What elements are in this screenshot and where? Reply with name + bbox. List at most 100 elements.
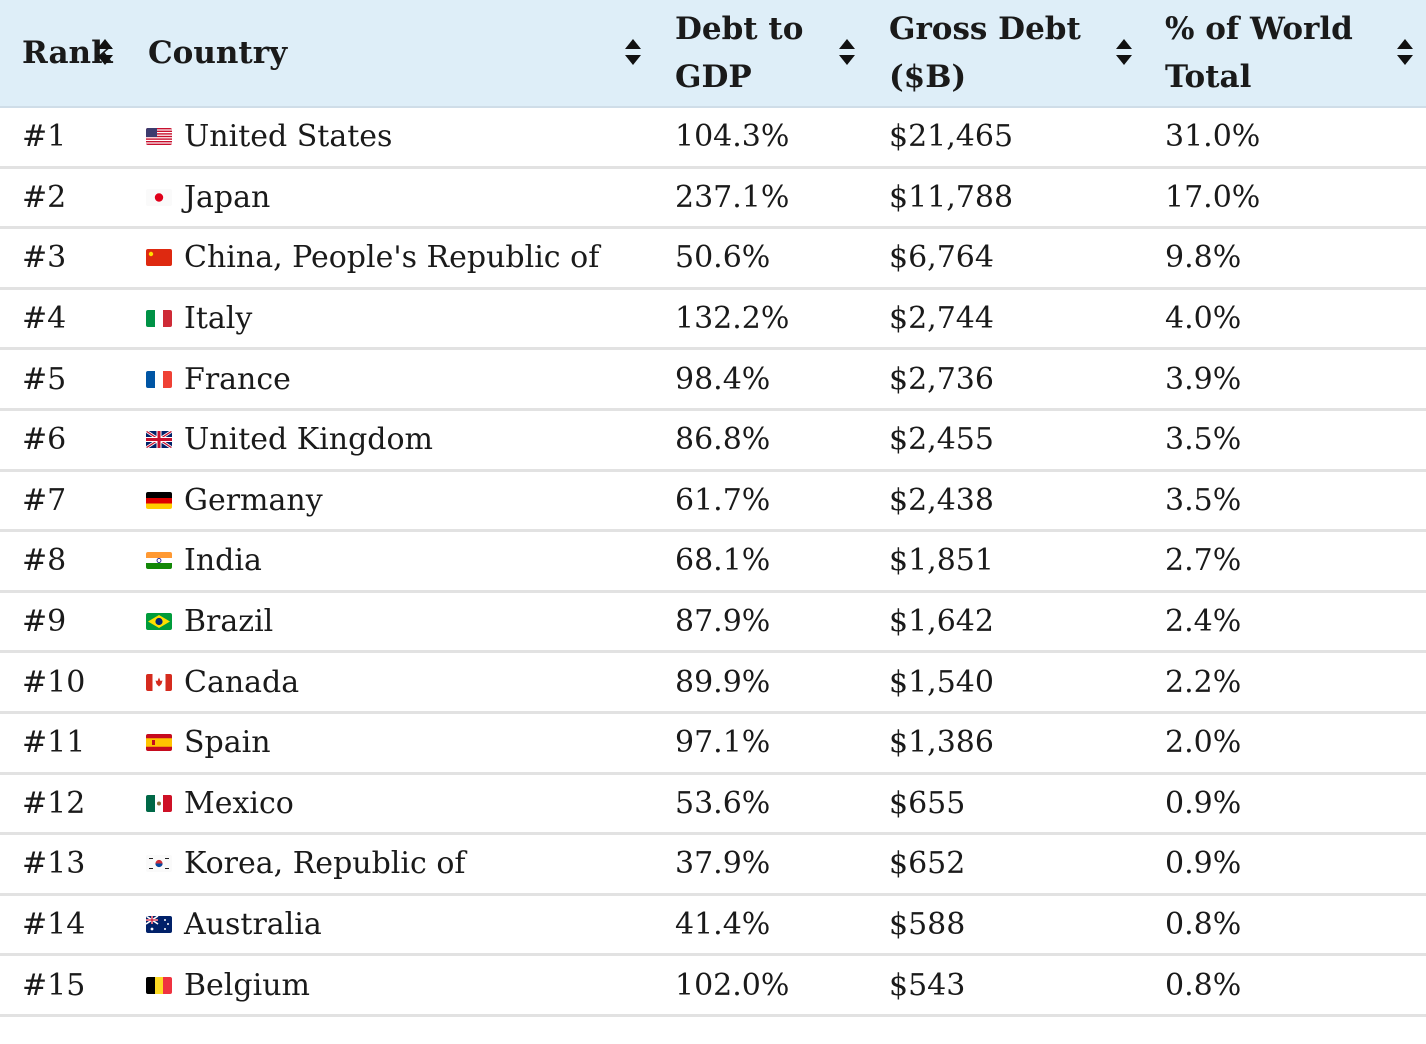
sort-icon[interactable] xyxy=(838,37,856,67)
country-cell[interactable]: Japan xyxy=(146,169,270,227)
gross-debt-cell: $1,851 xyxy=(889,543,994,579)
header-world-total-line1: % of World xyxy=(1165,11,1353,47)
world-total-cell: 3.5% xyxy=(1165,422,1242,458)
table-row: #5 France 98.4% $2,736 3.9% xyxy=(0,350,1426,411)
gross-debt-cell: $1,642 xyxy=(889,604,994,640)
sort-icon[interactable] xyxy=(1396,37,1414,67)
rank-cell: #10 xyxy=(22,664,86,700)
table-row: #8 India 68.1% $1,851 2.7% xyxy=(0,532,1426,593)
table-row: #12 Mexico 53.6% $655 0.9% xyxy=(0,775,1426,836)
country-cell[interactable]: Belgium xyxy=(146,956,310,1014)
in-flag-icon xyxy=(146,552,172,570)
table-row: #2 Japan 237.1% $11,788 17.0% xyxy=(0,169,1426,230)
table-row: #9 Brazil 87.9% $1,642 2.4% xyxy=(0,593,1426,654)
sort-icon[interactable] xyxy=(624,37,642,67)
it-flag-icon xyxy=(146,310,172,328)
country-cell[interactable]: Australia xyxy=(146,896,322,954)
gross-debt-cell: $2,744 xyxy=(889,301,994,337)
country-name: Japan xyxy=(184,179,271,215)
country-name: Brazil xyxy=(184,604,274,640)
debt-to-gdp-cell: 104.3% xyxy=(675,119,790,155)
sort-icon[interactable] xyxy=(1115,37,1133,67)
world-total-cell: 2.0% xyxy=(1165,725,1242,761)
country-name: Australia xyxy=(184,907,322,943)
country-name: Germany xyxy=(184,482,323,518)
gross-debt-cell: $2,438 xyxy=(889,482,994,518)
country-cell[interactable]: Canada xyxy=(146,653,299,711)
header-gross-debt[interactable]: Gross Debt ($B) xyxy=(889,0,1081,106)
gross-debt-cell: $588 xyxy=(889,907,966,943)
gross-debt-cell: $6,764 xyxy=(889,240,994,276)
country-name: China, People's Republic of xyxy=(184,240,600,276)
debt-to-gdp-cell: 50.6% xyxy=(675,240,771,276)
debt-to-gdp-cell: 102.0% xyxy=(675,967,790,1003)
rank-cell: #3 xyxy=(22,240,67,276)
rank-cell: #8 xyxy=(22,543,67,579)
header-debt-to-gdp[interactable]: Debt to GDP xyxy=(675,0,803,106)
country-cell[interactable]: Spain xyxy=(146,714,271,772)
country-cell[interactable]: Italy xyxy=(146,290,252,348)
table-row: #15 Belgium 102.0% $543 0.8% xyxy=(0,956,1426,1017)
debt-to-gdp-cell: 132.2% xyxy=(675,301,790,337)
debt-to-gdp-cell: 89.9% xyxy=(675,664,771,700)
au-flag-icon xyxy=(146,916,172,934)
country-name: United States xyxy=(184,119,393,155)
country-name: Canada xyxy=(184,664,300,700)
fr-flag-icon xyxy=(146,370,172,388)
country-cell[interactable]: Mexico xyxy=(146,775,294,833)
world-total-cell: 0.8% xyxy=(1165,967,1242,1003)
rank-cell: #5 xyxy=(22,361,67,397)
country-cell[interactable]: United States xyxy=(146,108,392,166)
country-name: France xyxy=(184,361,291,397)
be-flag-icon xyxy=(146,976,172,994)
world-total-cell: 4.0% xyxy=(1165,301,1242,337)
mx-flag-icon xyxy=(146,794,172,812)
debt-to-gdp-cell: 237.1% xyxy=(675,179,790,215)
world-total-cell: 2.7% xyxy=(1165,543,1242,579)
rank-cell: #15 xyxy=(22,967,86,1003)
country-cell[interactable]: France xyxy=(146,350,291,408)
country-cell[interactable]: Brazil xyxy=(146,593,273,651)
world-total-cell: 0.9% xyxy=(1165,785,1242,821)
rank-cell: #1 xyxy=(22,119,67,155)
debt-to-gdp-cell: 97.1% xyxy=(675,725,771,761)
rank-cell: #13 xyxy=(22,846,86,882)
country-cell[interactable]: Germany xyxy=(146,472,323,530)
world-total-cell: 9.8% xyxy=(1165,240,1242,276)
country-name: Italy xyxy=(184,301,253,337)
world-total-cell: 3.5% xyxy=(1165,482,1242,518)
country-cell[interactable]: India xyxy=(146,532,262,590)
country-cell[interactable]: China, People's Republic of xyxy=(146,229,599,287)
gross-debt-cell: $655 xyxy=(889,785,966,821)
table-row: #4 Italy 132.2% $2,744 4.0% xyxy=(0,290,1426,351)
debt-to-gdp-cell: 86.8% xyxy=(675,422,771,458)
country-name: United Kingdom xyxy=(184,422,433,458)
ca-flag-icon xyxy=(146,673,172,691)
table-row: #11 Spain 97.1% $1,386 2.0% xyxy=(0,714,1426,775)
header-gross-debt-line2: ($B) xyxy=(889,59,967,95)
table-header: Rank Country Debt to GDP Gross Debt ($B) xyxy=(0,0,1426,108)
de-flag-icon xyxy=(146,491,172,509)
debt-to-gdp-cell: 68.1% xyxy=(675,543,771,579)
header-rank[interactable]: Rank xyxy=(22,0,113,106)
sort-icon[interactable] xyxy=(96,37,114,67)
table-row: #3 China, People's Republic of 50.6% $6,764… xyxy=(0,229,1426,290)
country-name: Belgium xyxy=(184,967,310,1003)
header-world-total[interactable]: % of World Total xyxy=(1165,0,1353,106)
table-row: #1 United States 104.3% $21,465 31.0% xyxy=(0,108,1426,169)
gross-debt-cell: $543 xyxy=(889,967,966,1003)
debt-to-gdp-cell: 61.7% xyxy=(675,482,771,518)
country-name: India xyxy=(184,543,262,579)
table-row: #10 Canada 89.9% $1,540 2.2% xyxy=(0,653,1426,714)
kr-flag-icon xyxy=(146,855,172,873)
world-total-cell: 2.4% xyxy=(1165,604,1242,640)
table-row: #13 Korea, Republic of 37.9% $652 0.9% xyxy=(0,835,1426,896)
br-flag-icon xyxy=(146,613,172,631)
country-cell[interactable]: Korea, Republic of xyxy=(146,835,465,893)
rank-cell: #4 xyxy=(22,301,67,337)
header-debt-to-gdp-line1: Debt to xyxy=(675,11,804,47)
world-total-cell: 0.8% xyxy=(1165,907,1242,943)
rank-cell: #9 xyxy=(22,604,67,640)
header-country[interactable]: Country xyxy=(148,0,287,106)
country-cell[interactable]: United Kingdom xyxy=(146,411,433,469)
